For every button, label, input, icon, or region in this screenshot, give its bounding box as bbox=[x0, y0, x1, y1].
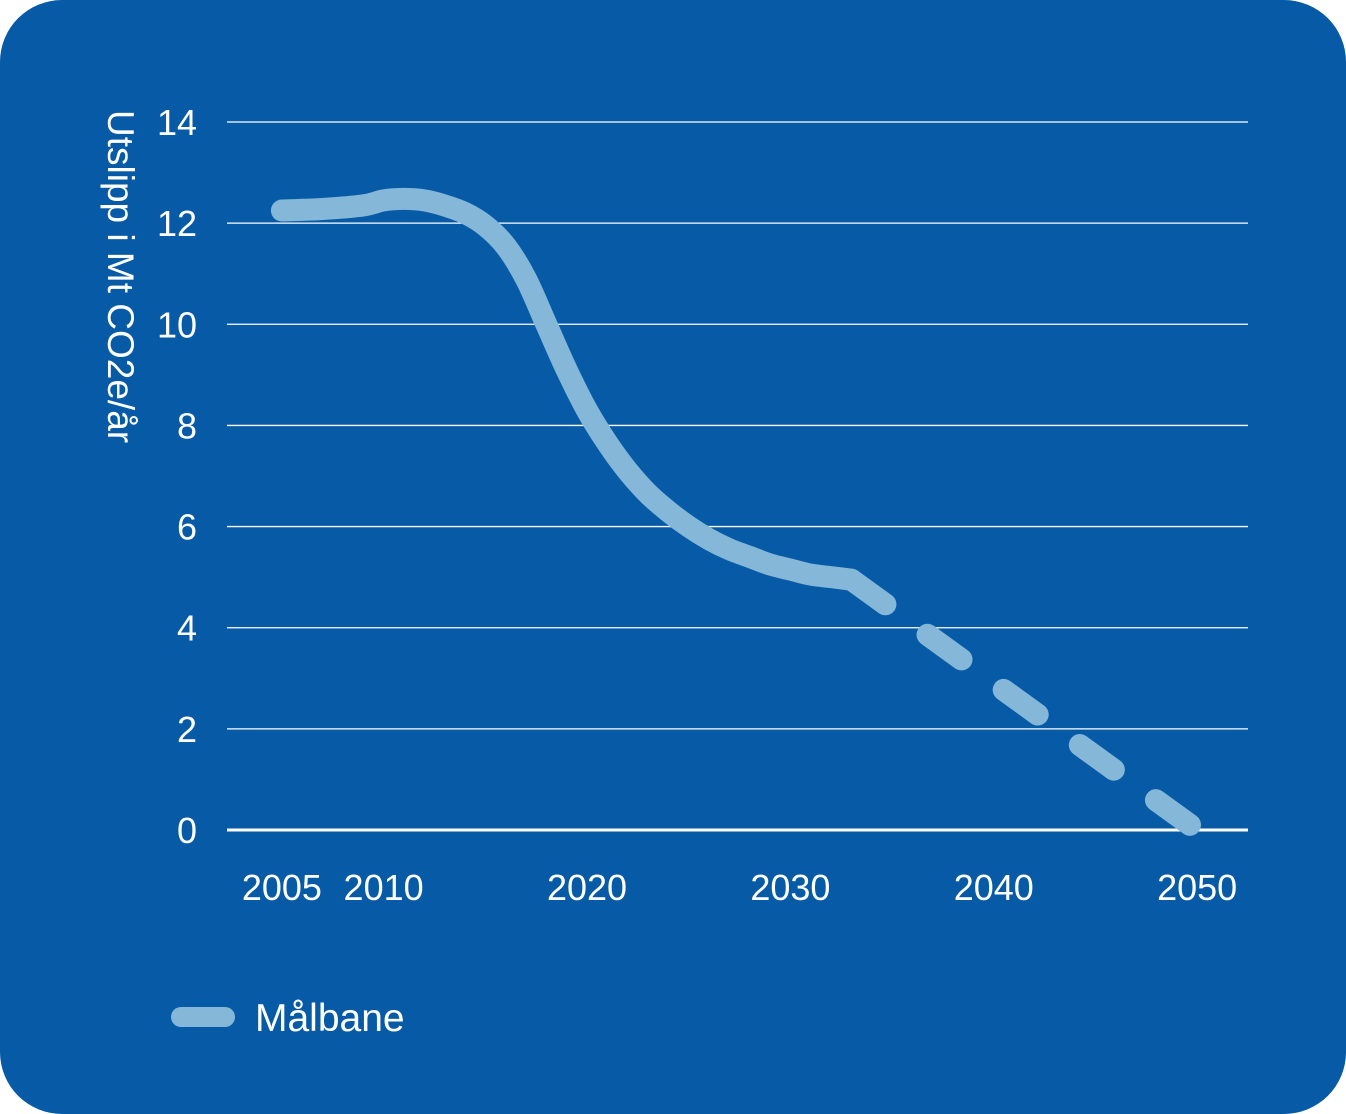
series-line-projected bbox=[840, 568, 1209, 841]
y-tick-label: 12 bbox=[157, 203, 197, 244]
y-axis-label: Utslipp i Mt CO2e/år bbox=[100, 110, 141, 443]
y-tick-label: 8 bbox=[177, 405, 197, 446]
x-tick-label: 2030 bbox=[750, 867, 830, 908]
x-tick-label: 2050 bbox=[1157, 867, 1237, 908]
y-tick-label: 10 bbox=[157, 304, 197, 345]
x-tick-label: 2005 bbox=[242, 867, 322, 908]
legend-label: Målbane bbox=[255, 997, 405, 1040]
y-tick-label: 6 bbox=[177, 507, 197, 548]
series-line-historical bbox=[270, 187, 863, 591]
y-tick-label: 0 bbox=[177, 810, 197, 851]
y-tick-label: 2 bbox=[177, 709, 197, 750]
x-tick-label: 2040 bbox=[954, 867, 1034, 908]
y-tick-label: 14 bbox=[157, 102, 197, 143]
x-tick-label: 2010 bbox=[344, 867, 424, 908]
x-tick-label: 2020 bbox=[547, 867, 627, 908]
y-tick-label: 4 bbox=[177, 608, 197, 649]
